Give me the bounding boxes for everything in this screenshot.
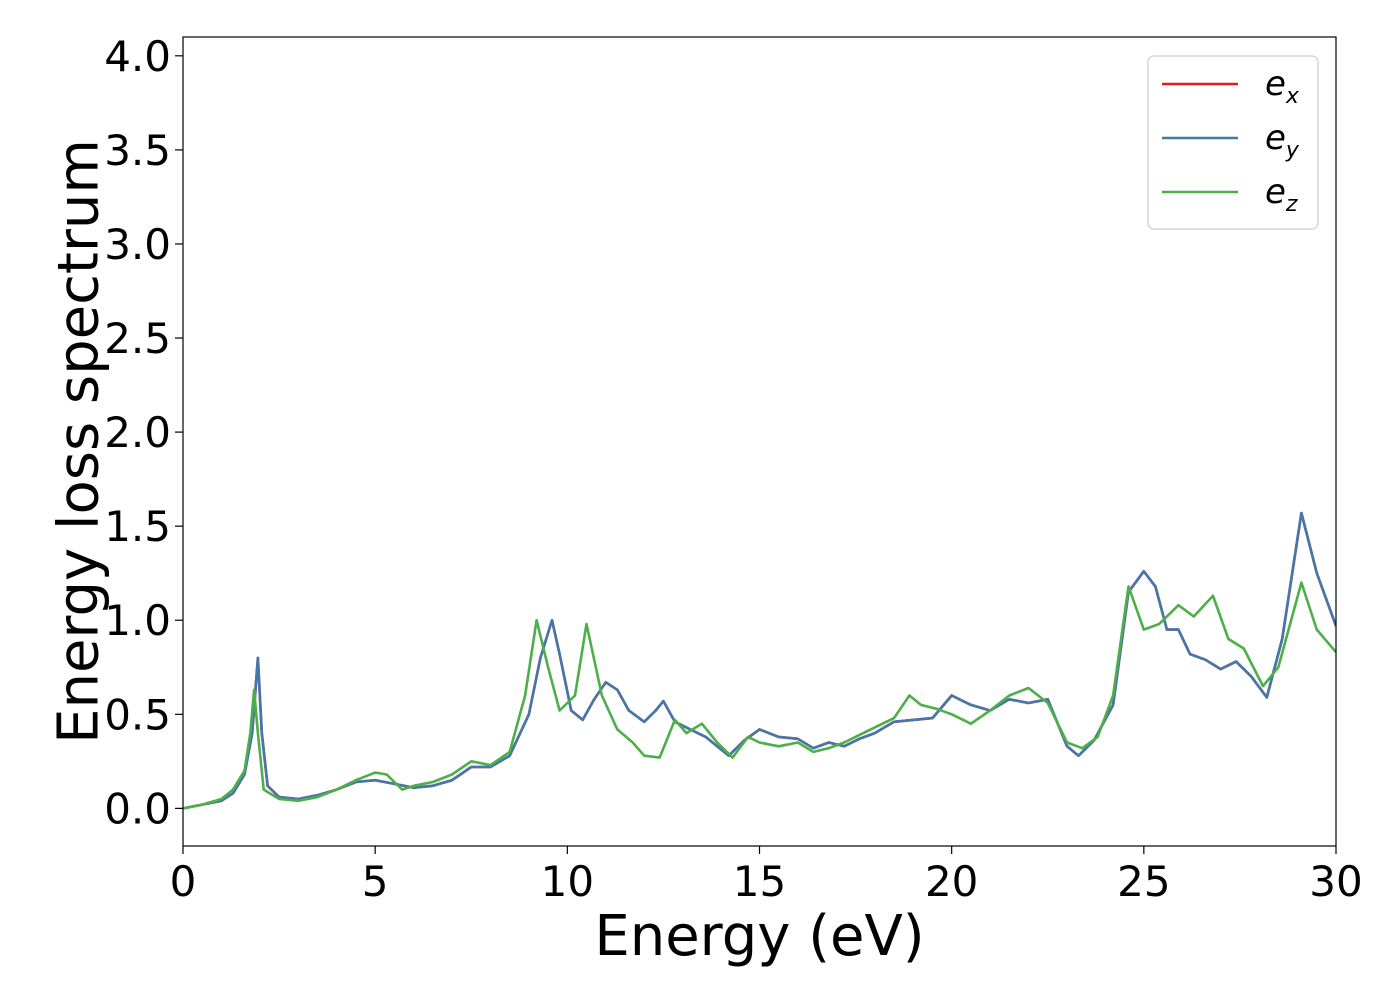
series-line-z	[183, 581, 1336, 810]
x-axis-title: Energy (eV)	[594, 904, 924, 969]
series-layer	[183, 511, 1336, 810]
legend-label-z: ez	[1265, 172, 1298, 217]
x-tick-label: 30	[1309, 857, 1362, 906]
y-tick-label: 3.0	[104, 220, 171, 269]
y-tick-label: 4.0	[104, 32, 171, 81]
y-tick-label: 3.5	[104, 126, 171, 175]
legend-label-main: e	[1265, 64, 1286, 104]
x-tick-label: 15	[733, 857, 786, 906]
y-axis: 0.0 0.5 1.0 1.5 2.0 2.5 3.0 3.5 4.0	[104, 32, 183, 833]
legend-label-subscript: z	[1285, 192, 1298, 217]
legend-label-subscript: y	[1285, 138, 1300, 163]
x-tick-label: 0	[170, 857, 197, 906]
x-tick-label: 25	[1117, 857, 1170, 906]
legend-label-main: e	[1265, 118, 1286, 158]
legend-label-x: ex	[1265, 64, 1300, 109]
y-tick-label: 0.5	[104, 690, 171, 739]
x-tick-label: 10	[541, 857, 594, 906]
x-axis: 0 5 10 15 20 25 30	[170, 846, 1363, 906]
series-line-y	[183, 511, 1336, 810]
y-tick-label: 1.5	[104, 502, 171, 551]
legend-label-subscript: x	[1285, 84, 1300, 109]
series-line-x	[183, 511, 1336, 810]
y-tick-label: 0.0	[104, 784, 171, 833]
y-tick-label: 2.5	[104, 314, 171, 363]
legend-box	[1147, 55, 1319, 230]
legend-label-y: ey	[1265, 118, 1300, 163]
y-axis-title: Energy loss spectrum	[47, 139, 112, 744]
y-tick-label: 1.0	[104, 596, 171, 645]
x-tick-label: 20	[925, 857, 978, 906]
x-tick-label: 5	[362, 857, 389, 906]
y-tick-label: 2.0	[104, 408, 171, 457]
legend-label-main: e	[1265, 172, 1286, 212]
